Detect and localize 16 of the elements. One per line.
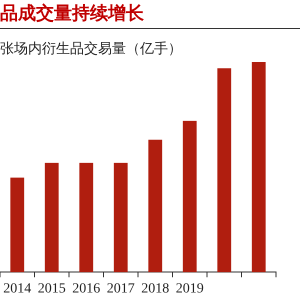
bar (10, 178, 24, 272)
x-tick-label: 2016 (72, 281, 100, 296)
bar (182, 120, 197, 272)
bar (217, 68, 232, 272)
x-tick-label: 2017 (106, 281, 135, 296)
bar (114, 162, 128, 272)
bar (252, 62, 266, 272)
bar (79, 162, 94, 272)
x-tick-label: 2018 (141, 281, 170, 296)
x-tick-label: 2015 (38, 281, 66, 296)
x-tick-label: 2014 (3, 281, 32, 296)
bar (148, 140, 162, 272)
chart-subtitle: 张场内衍生品交易量（亿手） (0, 40, 182, 58)
x-tick-label: 2019 (176, 281, 204, 296)
chart-title: 品成交量持续增长 (0, 2, 300, 29)
bar (44, 162, 59, 272)
